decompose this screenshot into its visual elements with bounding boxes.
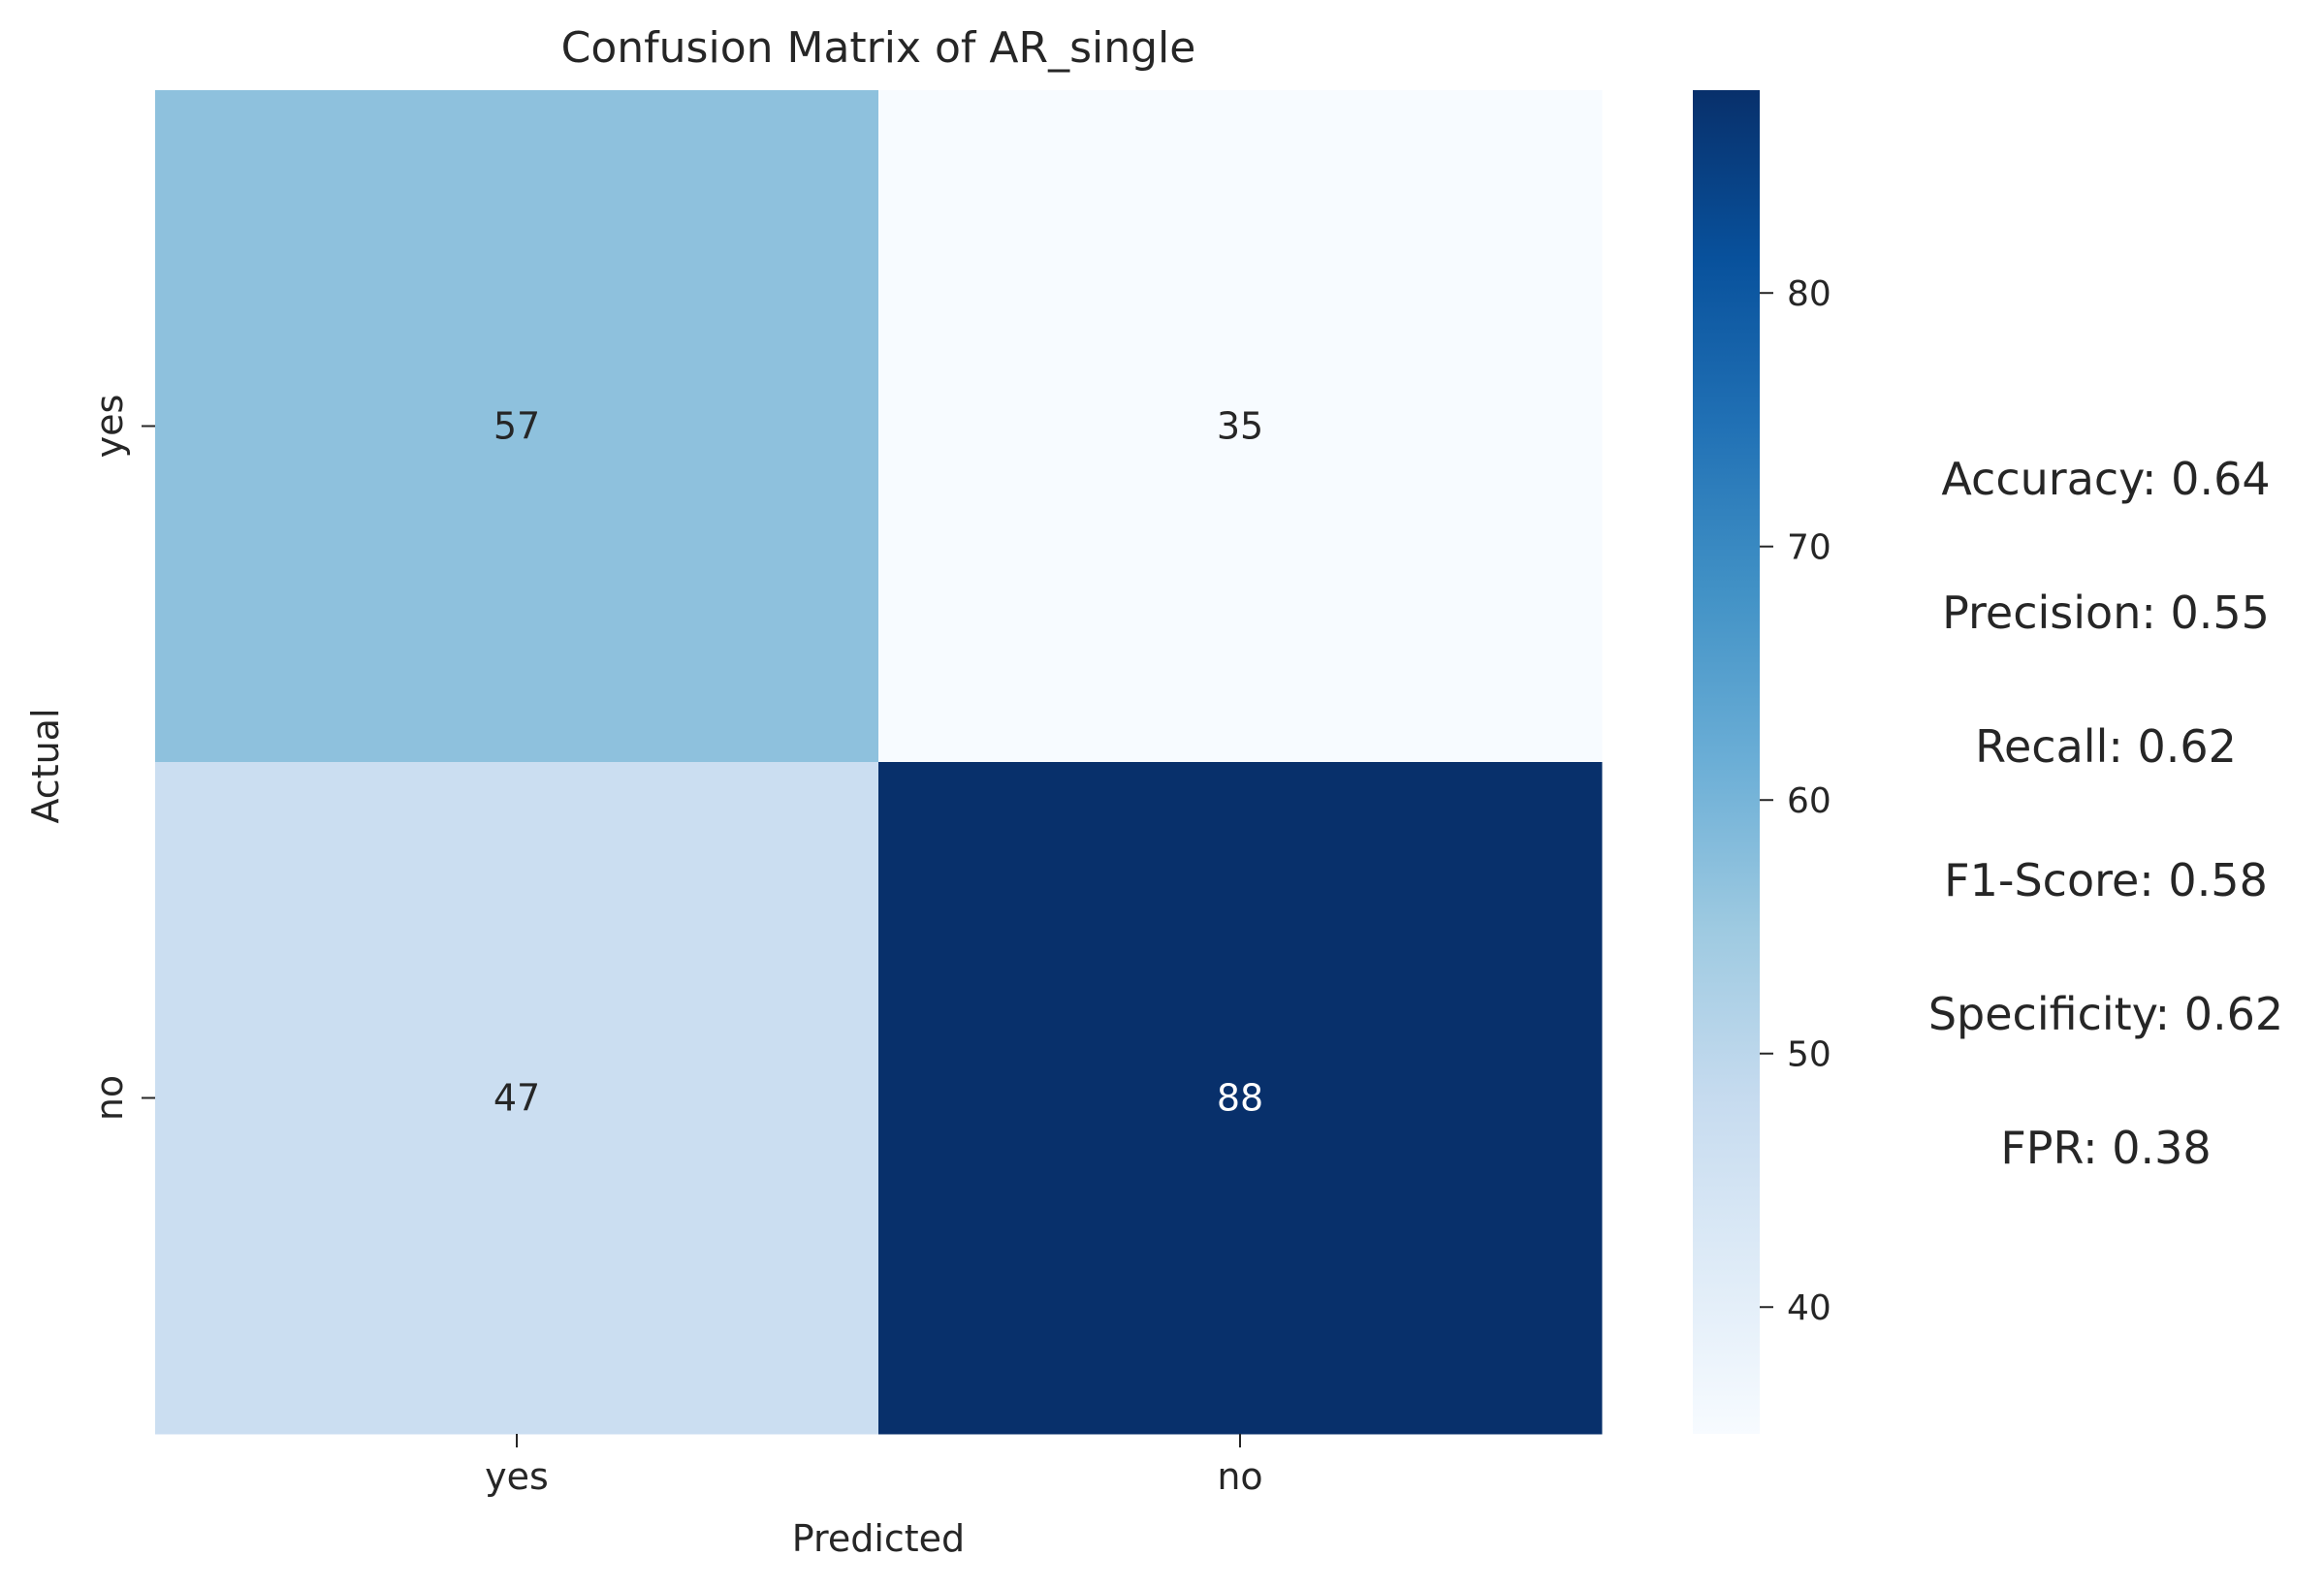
colorbar-tick-label: 50 — [1787, 1035, 1831, 1075]
metric-label: Recall: 0.62 — [1975, 720, 2237, 773]
cell-value-label: 57 — [493, 405, 540, 448]
y-tick-label: no — [88, 1075, 131, 1121]
y-tick-label: yes — [88, 395, 131, 459]
metric-label: Accuracy: 0.64 — [1941, 453, 2270, 505]
heatmap-cell — [878, 90, 1603, 763]
x-axis-label: Predicted — [792, 1517, 965, 1560]
metrics-panel: Accuracy: 0.64 Precision: 0.55 Recall: 0.6… — [1928, 453, 2283, 1174]
colorbar-tick-label: 70 — [1787, 528, 1831, 568]
heatmap-cell — [155, 762, 879, 1435]
chart-title: Confusion Matrix of AR_single — [561, 23, 1196, 73]
colorbar-tick-label: 80 — [1787, 274, 1831, 314]
colorbar-gradient — [1693, 90, 1760, 1434]
x-tick-label: yes — [485, 1455, 549, 1498]
cell-value-label: 88 — [1217, 1077, 1263, 1120]
y-axis: yes no — [88, 395, 155, 1121]
colorbar-tick-label: 60 — [1787, 781, 1831, 821]
colorbar-ticks: 40 50 60 70 80 — [1760, 274, 1831, 1328]
metric-label: Precision: 0.55 — [1942, 587, 2270, 639]
cell-value-label: 47 — [493, 1077, 540, 1120]
metric-label: F1-Score: 0.58 — [1944, 854, 2268, 906]
metric-label: Specificity: 0.62 — [1928, 988, 2283, 1040]
x-tick-label: no — [1217, 1455, 1262, 1498]
colorbar-tick-label: 40 — [1787, 1288, 1831, 1328]
heatmap-cell — [878, 762, 1603, 1435]
x-axis: yes no — [485, 1434, 1263, 1498]
heatmap-cells — [155, 90, 1603, 1435]
y-axis-label: Actual — [24, 708, 67, 823]
heatmap-cell-labels: 57 35 47 88 — [493, 405, 1263, 1120]
metric-label: FPR: 0.38 — [2000, 1122, 2211, 1174]
colorbar — [1693, 90, 1760, 1434]
cell-value-label: 35 — [1217, 405, 1263, 448]
heatmap-cell — [155, 90, 879, 763]
